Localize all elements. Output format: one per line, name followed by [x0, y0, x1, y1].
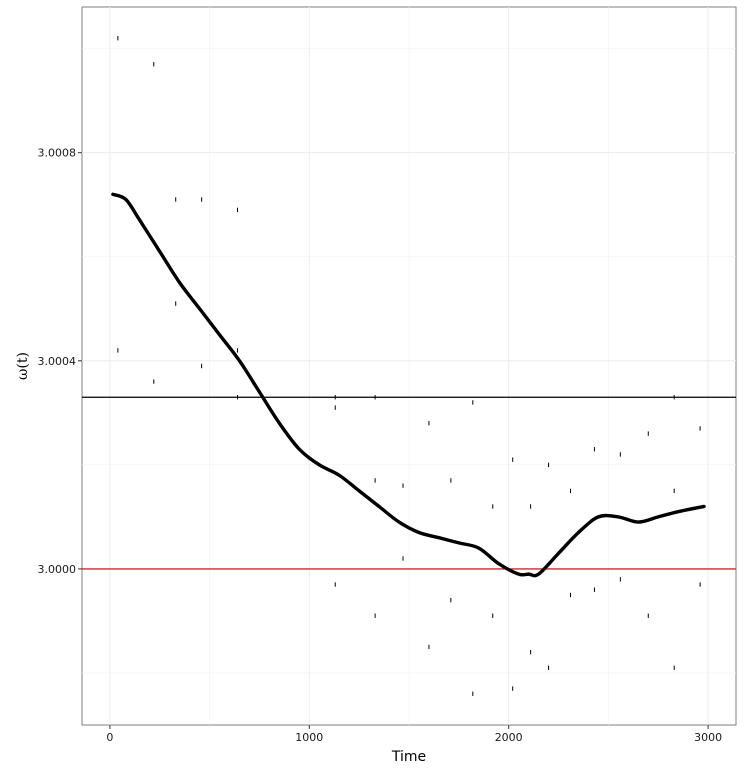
x-axis: 0 1000 2000 3000	[106, 725, 722, 744]
x-tick-label: 0	[106, 731, 113, 744]
y-tick-label: 3.0008	[38, 147, 77, 160]
x-tick-label: 3000	[694, 731, 722, 744]
y-tick-label: 3.0000	[38, 563, 77, 576]
smooth-curve	[111, 192, 706, 578]
smooth-curve-layer	[111, 192, 706, 578]
reference-lines	[82, 396, 736, 570]
x-tick-label: 2000	[495, 731, 523, 744]
y-axis: 3.0000 3.0004 3.0008	[38, 147, 82, 576]
y-axis-title: ω(t)	[15, 352, 31, 380]
x-tick-label: 1000	[295, 731, 323, 744]
data-points	[117, 36, 701, 696]
x-axis-title: Time	[391, 749, 426, 765]
grid	[82, 7, 736, 725]
y-tick-label: 3.0004	[38, 355, 77, 368]
